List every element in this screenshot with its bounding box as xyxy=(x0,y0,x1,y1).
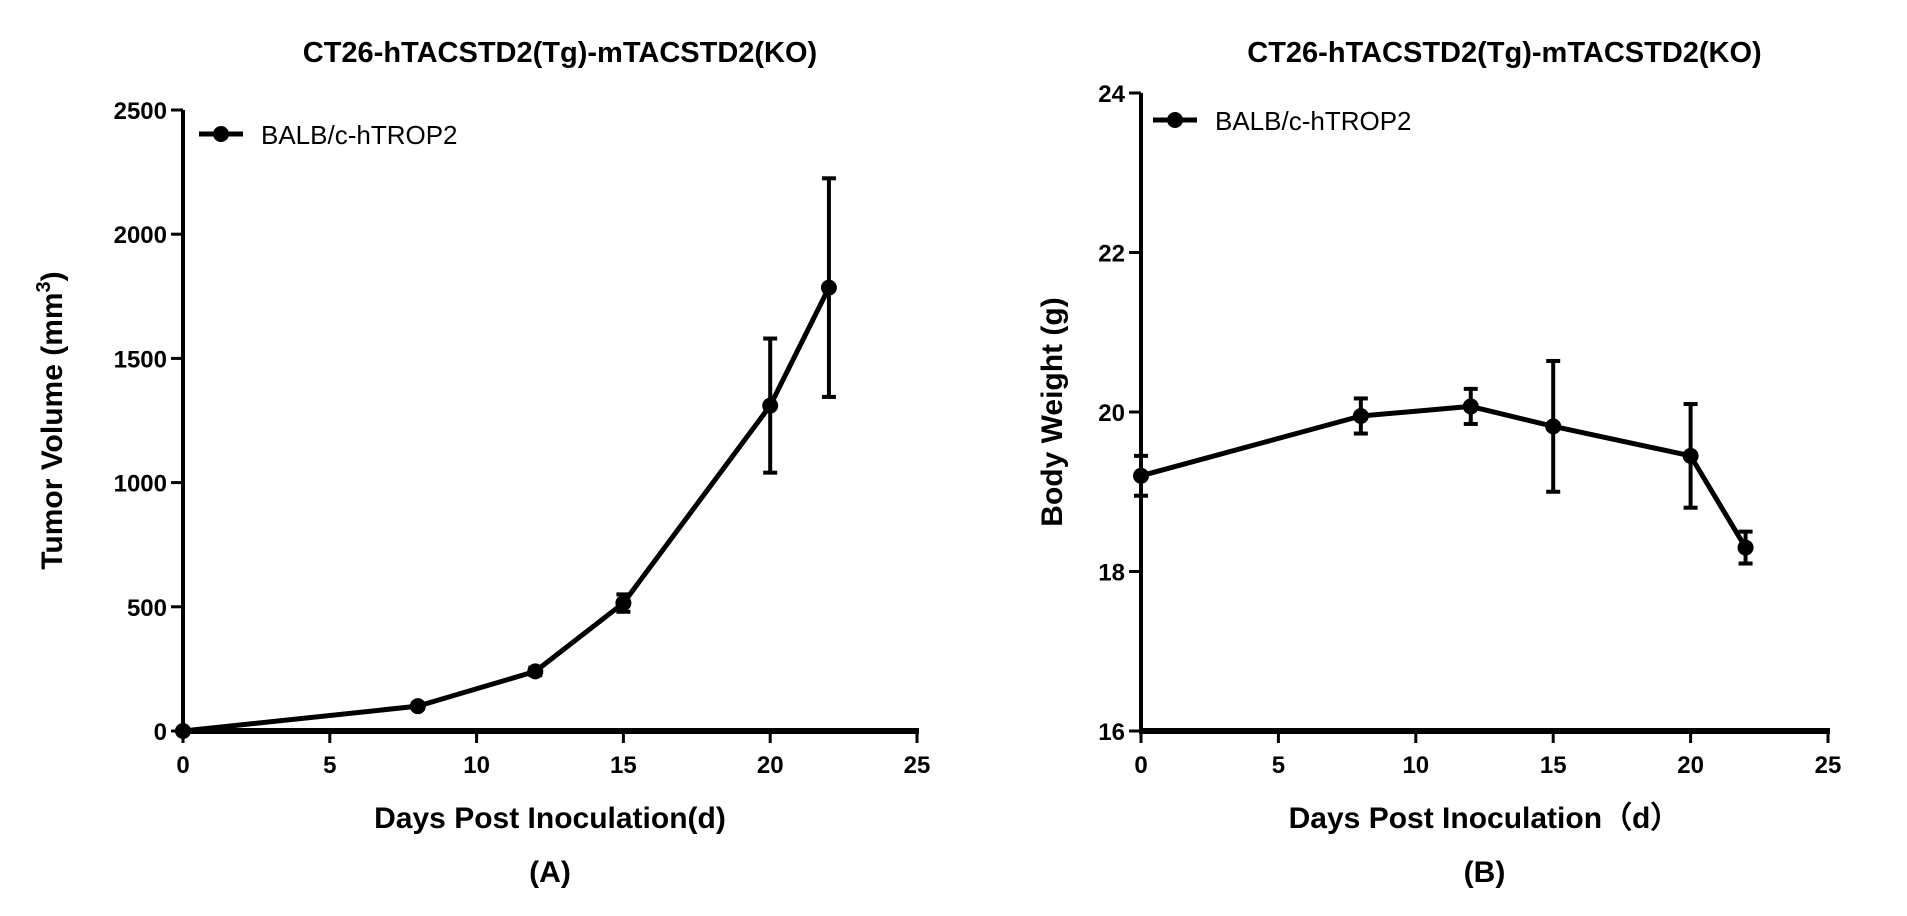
y-tick-label: 0 xyxy=(154,719,167,746)
series-line xyxy=(182,286,832,734)
y-tick-label: 22 xyxy=(1098,241,1125,268)
data-point xyxy=(1737,539,1754,556)
panel-label: (B) xyxy=(1464,856,1506,889)
x-tick-label: 15 xyxy=(1540,752,1567,779)
y-tick-label: 1500 xyxy=(114,346,167,373)
y-tick-label: 24 xyxy=(1098,81,1125,108)
y-tick-label: 1000 xyxy=(114,471,167,498)
data-point xyxy=(1462,398,1479,415)
x-axis-label: Days Post Inoculation（d） xyxy=(1289,801,1681,835)
x-tick-label: 20 xyxy=(757,752,784,779)
y-axis-label: Body Weight (g) xyxy=(1036,297,1069,526)
y-tick-label: 20 xyxy=(1098,400,1125,427)
y-axis-label: Tumor Volume (mm3) xyxy=(33,271,69,569)
y-axis-label-superscript: 3 xyxy=(33,281,55,292)
y-tick-label: 16 xyxy=(1098,719,1125,746)
y-tick-label: 2000 xyxy=(114,222,167,249)
series-line xyxy=(1140,403,1748,549)
legend-label: BALB/c-hTROP2 xyxy=(261,120,458,150)
y-axis-label-end: ) xyxy=(36,271,69,281)
data-point xyxy=(615,595,632,612)
chart-title: CT26-hTACSTD2(Tg)-mTACSTD2(KO) xyxy=(1247,37,1761,69)
panel-label: (A) xyxy=(529,856,571,889)
x-tick-label: 5 xyxy=(323,752,336,779)
data-point xyxy=(1545,418,1562,435)
chart-panel-a: CT26-hTACSTD2(Tg)-mTACSTD2(KO) 0 5 10 15 20 25… xyxy=(33,37,930,889)
chart-panel-b: CT26-hTACSTD2(Tg)-mTACSTD2(KO) 0 5 10 15 20 25… xyxy=(1036,37,1841,889)
x-tick-label: 10 xyxy=(463,752,490,779)
data-point xyxy=(527,663,544,680)
y-tick-label: 500 xyxy=(127,595,167,622)
data-point xyxy=(1682,447,1699,464)
data-point xyxy=(820,279,837,296)
x-tick-label: 0 xyxy=(1134,752,1147,779)
data-point xyxy=(1133,467,1149,484)
x-tick-label: 5 xyxy=(1272,752,1285,779)
y-tick-label: 2500 xyxy=(114,98,167,125)
data-point xyxy=(762,397,779,414)
data-point xyxy=(409,698,426,715)
data-point xyxy=(1352,407,1369,424)
legend-marker xyxy=(1167,112,1183,128)
y-tick-label: 18 xyxy=(1098,560,1125,587)
x-tick-label: 25 xyxy=(904,752,931,779)
legend-marker xyxy=(213,126,229,142)
data-point xyxy=(175,723,191,739)
x-tick-label: 25 xyxy=(1815,752,1842,779)
x-tick-label: 15 xyxy=(610,752,637,779)
chart-title: CT26-hTACSTD2(Tg)-mTACSTD2(KO) xyxy=(303,37,817,69)
legend-label: BALB/c-hTROP2 xyxy=(1215,106,1412,136)
x-tick-label: 10 xyxy=(1402,752,1429,779)
x-tick-label: 20 xyxy=(1677,752,1704,779)
x-axis-label: Days Post Inoculation(d) xyxy=(374,802,726,835)
x-tick-label: 0 xyxy=(176,752,189,779)
